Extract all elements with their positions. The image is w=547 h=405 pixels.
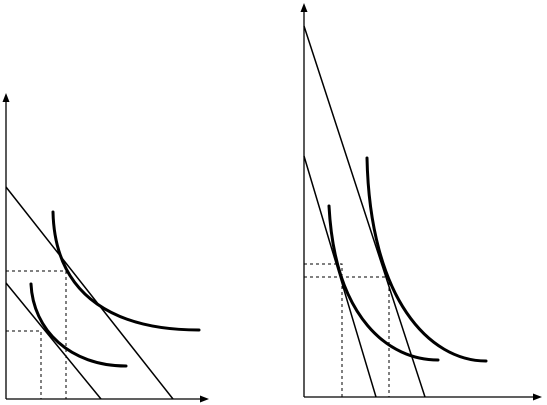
left-guide-tangency-high	[6, 270, 67, 399]
right-x-axis-arrow	[533, 393, 542, 401]
left-budget-line-low	[5, 282, 102, 400]
left-y-axis-arrow	[2, 93, 10, 102]
left-budget-line-high	[5, 186, 174, 400]
right-indifference-curve-high	[365, 156, 488, 363]
right-indifference-curve-low	[327, 204, 440, 362]
left-guide-tangency-low	[6, 330, 42, 399]
right-panel	[300, 3, 542, 401]
right-y-axis-arrow	[300, 3, 308, 12]
right-guide-tangency-low	[304, 263, 343, 397]
right-budget-line-steep-high	[303, 25, 426, 398]
left-indifference-curve-low	[29, 282, 128, 368]
left-indifference-curve-high	[51, 210, 201, 332]
left-x-axis-arrow	[200, 395, 209, 403]
right-guide-tangency-high	[304, 276, 390, 397]
left-panel	[2, 93, 209, 403]
